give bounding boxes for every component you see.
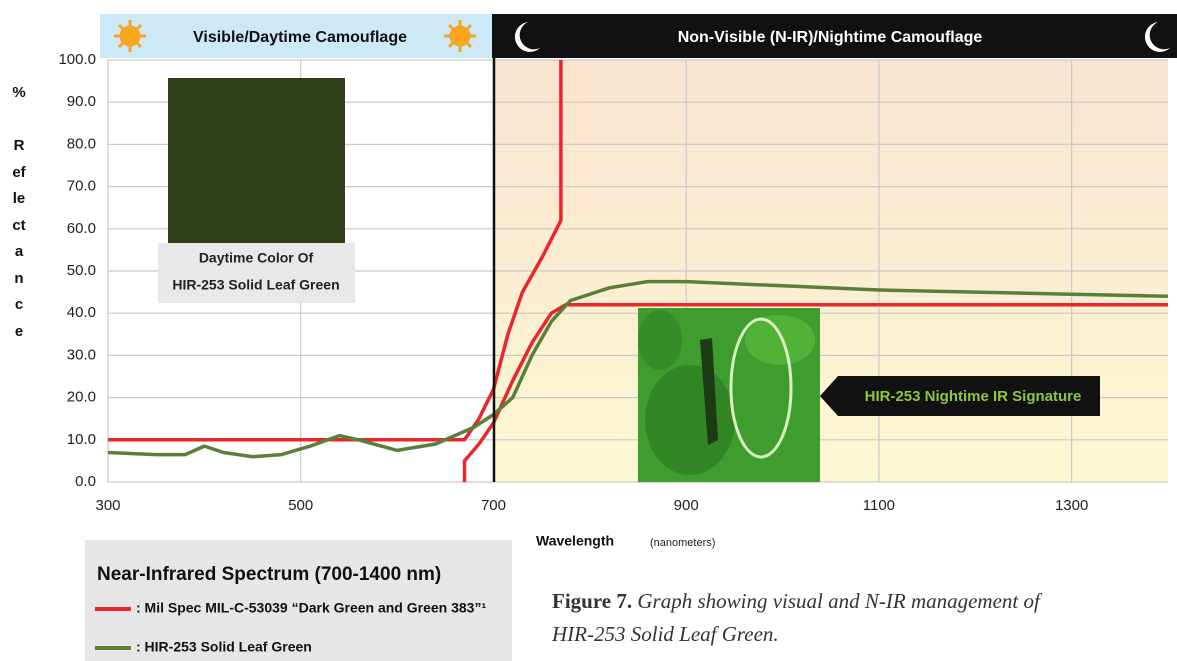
legend-title: Near-Infrared Spectrum (700-1400 nm) bbox=[97, 564, 441, 585]
x-tick-label: 300 bbox=[95, 497, 120, 514]
caption-text: Graph showing visual and N-IR management… bbox=[637, 589, 1040, 613]
caption-label: Figure 7. bbox=[552, 589, 633, 613]
ir-image bbox=[638, 308, 820, 482]
y-tick-label: 80.0 bbox=[67, 135, 96, 152]
y-axis-title: Reflectance bbox=[12, 137, 26, 340]
visible-band bbox=[100, 14, 492, 58]
y-tick-label: 90.0 bbox=[67, 93, 96, 110]
day-swatch-label: Daytime Color Of bbox=[199, 250, 314, 266]
y-tick-label: 10.0 bbox=[67, 431, 96, 448]
callout-label: HIR-253 Nightime IR Signature bbox=[865, 388, 1082, 405]
x-tick-label: 900 bbox=[674, 497, 699, 514]
y-tick-label: 70.0 bbox=[67, 178, 96, 195]
x-axis-label: Wavelength bbox=[536, 533, 614, 549]
x-tick-label: 1100 bbox=[863, 497, 895, 514]
x-tick-label: 1300 bbox=[1055, 497, 1088, 514]
nir-band-label: Non-Visible (N-IR)/Nightime Camouflage bbox=[678, 29, 983, 46]
sun-icon bbox=[114, 20, 146, 52]
y-tick-label: 30.0 bbox=[67, 346, 96, 363]
series-line bbox=[107, 279, 1169, 459]
sun-icon bbox=[444, 20, 476, 52]
y-tick-label: 40.0 bbox=[67, 304, 96, 321]
x-tick-label: 700 bbox=[481, 497, 506, 514]
y-tick-label: 100.0 bbox=[58, 51, 96, 68]
x-axis-unit: (nanometers) bbox=[650, 537, 715, 549]
y-tick-label: 20.0 bbox=[67, 389, 96, 406]
y-tick-label: 0.0 bbox=[75, 473, 96, 490]
day-swatch-label-box bbox=[158, 243, 355, 303]
day-swatch bbox=[168, 78, 345, 243]
legend-label: : HIR-253 Solid Leaf Green bbox=[136, 639, 312, 655]
plot bbox=[107, 60, 1169, 482]
moon-icon bbox=[1144, 22, 1170, 52]
series-line bbox=[108, 60, 1168, 482]
x-tick-label: 500 bbox=[288, 497, 313, 514]
day-swatch-label: HIR-253 Solid Leaf Green bbox=[172, 277, 339, 293]
legend-label: : Mil Spec MIL-C-53039 “Dark Green and G… bbox=[136, 600, 486, 616]
visible-band-label: Visible/Daytime Camouflage bbox=[193, 29, 407, 46]
y-axis-unit: % bbox=[12, 84, 26, 101]
y-tick-label: 60.0 bbox=[67, 220, 96, 237]
moon-icon bbox=[514, 22, 540, 52]
nir-band bbox=[492, 14, 1177, 58]
legend: : Mil Spec MIL-C-53039 “Dark Green and G… bbox=[95, 600, 486, 655]
callout-box bbox=[820, 376, 1100, 416]
caption: Figure 7. Graph showing visual and N-IR … bbox=[552, 585, 1177, 651]
legend-box bbox=[85, 540, 512, 661]
y-tick-label: 50.0 bbox=[67, 262, 96, 279]
y-axis-label: % Reflectance bbox=[12, 84, 26, 345]
caption-text: HIR-253 Solid Leaf Green. bbox=[552, 622, 779, 646]
